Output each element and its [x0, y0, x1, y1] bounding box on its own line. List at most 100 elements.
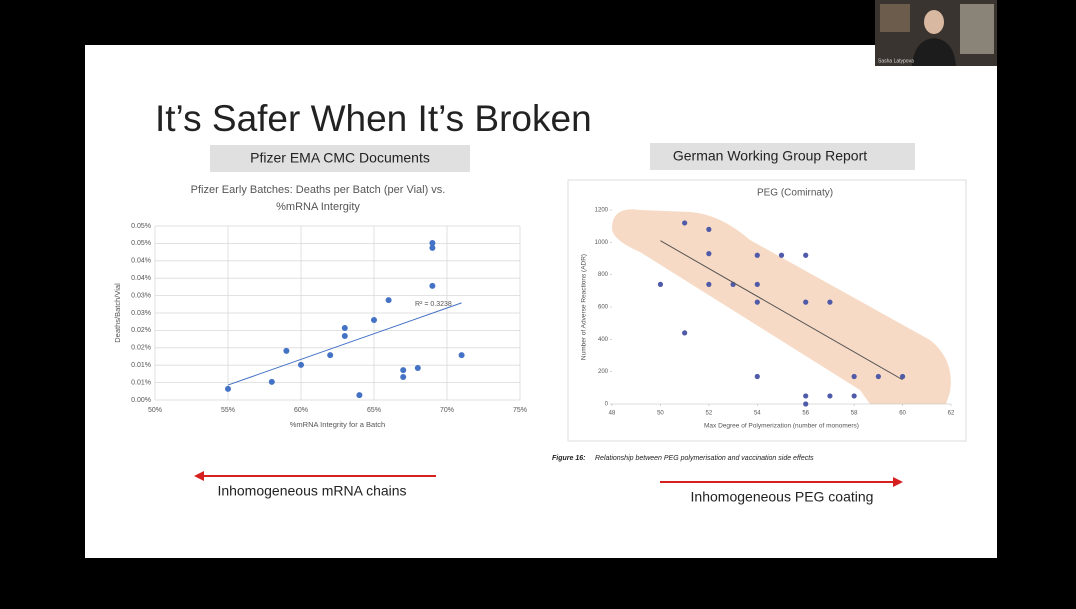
section-header-box — [210, 145, 470, 172]
data-point — [875, 373, 881, 380]
y-tick-label: 0.03% — [131, 292, 151, 299]
x-axis-label: Max Degree of Polymerization (number of … — [704, 423, 859, 430]
data-point — [400, 367, 407, 374]
x-tick-label: 55% — [221, 407, 235, 414]
data-point — [803, 393, 809, 399]
x-tick-label: 75% — [513, 407, 527, 414]
webcam-body — [912, 38, 956, 66]
y-tick-label: 0.04% — [131, 258, 151, 265]
data-point — [414, 364, 421, 371]
section-header: Pfizer EMA CMC Documents — [250, 150, 430, 166]
data-point — [803, 299, 809, 305]
x-tick-label: 56 — [802, 411, 809, 417]
x-tick-label: 48 — [609, 411, 616, 417]
data-point — [268, 378, 275, 385]
trendline — [227, 302, 462, 386]
section-header-box — [650, 143, 915, 170]
webcam-face — [924, 10, 944, 34]
webcam: Sasha Latypova — [875, 0, 997, 66]
x-tick-label: 60% — [294, 407, 308, 414]
arrow-label: Inhomogeneous mRNA chains — [217, 483, 406, 499]
data-point — [327, 352, 334, 359]
y-tick-label: 0.03% — [131, 310, 151, 317]
arrow-label: Inhomogeneous PEG coating — [691, 489, 874, 505]
x-tick-label: 65% — [367, 407, 381, 414]
data-point — [827, 299, 833, 305]
y-tick-label: 0.00% — [131, 397, 151, 404]
data-point — [429, 282, 436, 289]
arrow-head — [194, 471, 204, 481]
x-tick-label: 60 — [899, 411, 906, 417]
data-point — [706, 226, 712, 232]
y-tick-label: 0 — [605, 402, 609, 408]
data-point — [706, 281, 712, 287]
x-tick-label: 70% — [440, 407, 454, 414]
y-tick-label: 600 — [598, 305, 609, 311]
data-point — [682, 220, 688, 226]
trendline-annotation: R² = 0.3238 — [415, 301, 452, 308]
y-tick-label: 0.01% — [131, 379, 151, 386]
data-point — [754, 281, 760, 287]
webcam-name: Sasha Latypova — [878, 58, 914, 64]
y-tick-label: 0.05% — [131, 240, 151, 247]
y-axis-label: Number of Adverse Reactions (ADR) — [581, 254, 588, 360]
data-point — [803, 252, 809, 258]
data-point — [341, 324, 348, 331]
x-axis-label: %mRNA Integrity for a Batch — [290, 420, 385, 429]
x-tick-label: 54 — [754, 411, 761, 417]
data-point — [657, 281, 664, 287]
data-point — [754, 373, 760, 380]
y-axis-label: Deaths/Batch/Vial — [113, 283, 122, 343]
webcam-background — [960, 4, 994, 54]
data-point — [371, 316, 377, 323]
data-point — [706, 251, 712, 257]
data-point — [298, 361, 304, 368]
data-point — [851, 393, 857, 399]
x-tick-label: 58 — [851, 411, 858, 417]
data-point — [283, 347, 290, 354]
data-point — [851, 373, 857, 380]
data-point — [827, 393, 833, 399]
trendline — [660, 240, 903, 381]
data-point — [225, 385, 231, 392]
confidence-band — [612, 209, 951, 404]
y-tick-label: 0.05% — [131, 223, 151, 230]
y-tick-label: 0.02% — [131, 345, 151, 352]
caption-label: Figure 16: — [552, 455, 585, 462]
y-tick-label: 400 — [598, 337, 609, 343]
data-point — [385, 297, 392, 304]
arrow-head — [893, 477, 903, 487]
y-tick-label: 0.01% — [131, 362, 151, 369]
data-point — [682, 330, 688, 336]
chart-title: PEG (Comirnaty) — [757, 188, 833, 199]
x-tick-label: 50 — [657, 411, 664, 417]
y-tick-label: 1200 — [595, 208, 609, 214]
data-point — [803, 401, 809, 407]
x-tick-label: 52 — [706, 411, 713, 417]
data-point — [754, 299, 760, 305]
y-tick-label: 0.02% — [131, 327, 151, 334]
arrow — [660, 477, 903, 487]
x-tick-label: 62 — [948, 411, 955, 417]
y-tick-label: 200 — [598, 369, 609, 375]
arrow — [194, 471, 436, 481]
y-tick-label: 800 — [598, 272, 609, 278]
caption: Relationship between PEG polymerisation … — [595, 455, 814, 462]
webcam-background — [880, 4, 910, 32]
data-point — [341, 332, 348, 339]
chart-title: Pfizer Early Batches: Deaths per Batch (… — [191, 184, 446, 213]
data-point — [899, 373, 906, 380]
data-point — [429, 244, 436, 251]
data-point — [778, 252, 785, 258]
data-point — [429, 240, 436, 247]
slide-title: It’s Safer When It’s Broken — [155, 98, 592, 139]
data-point — [458, 352, 465, 359]
data-point — [356, 392, 363, 399]
data-point — [754, 252, 760, 258]
section-header: German Working Group Report — [673, 148, 867, 164]
y-tick-label: 1000 — [595, 240, 609, 246]
data-point — [400, 374, 407, 381]
x-tick-label: 50% — [148, 407, 162, 414]
y-tick-label: 0.04% — [131, 275, 151, 282]
